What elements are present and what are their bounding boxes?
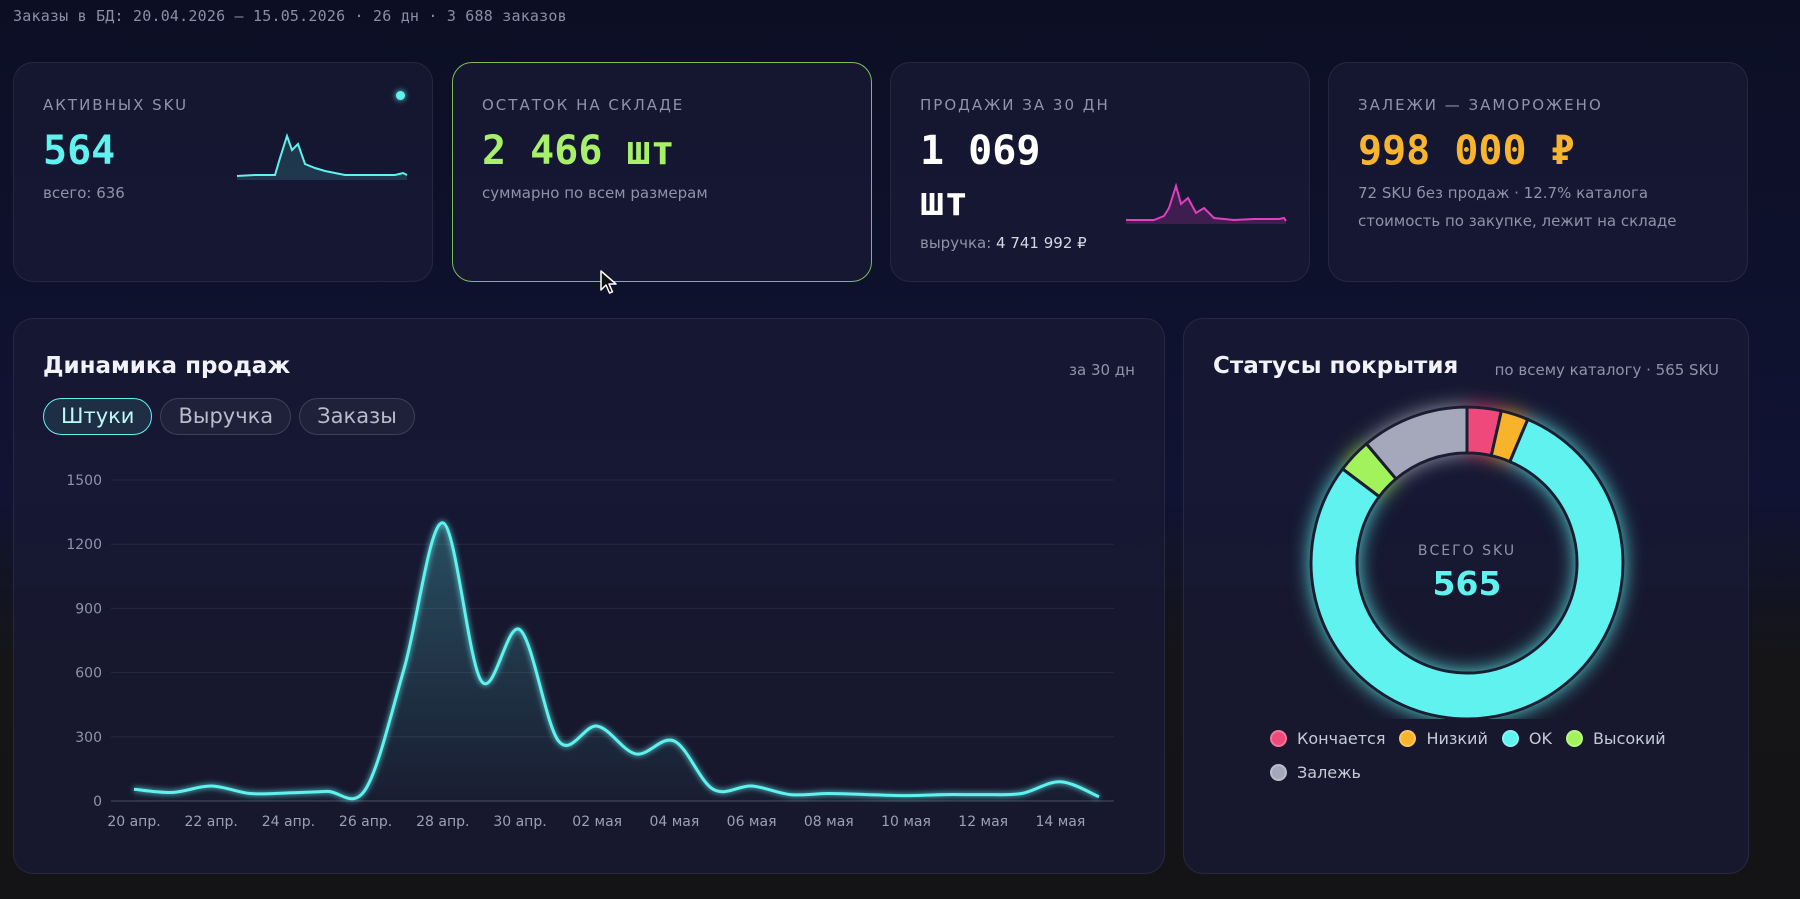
- legend-label: OK: [1528, 729, 1552, 748]
- panel-title: Статусы покрытия: [1213, 353, 1459, 379]
- legend-label: Кончается: [1297, 729, 1386, 748]
- x-tick-label: 02 мая: [572, 814, 622, 830]
- donut-center-label: ВСЕГО SKU: [1418, 543, 1516, 559]
- legend-item[interactable]: Низкий: [1399, 729, 1488, 748]
- kpi-sub: всего: 636: [43, 184, 125, 202]
- kpi-value-number: 1 069: [920, 128, 1041, 174]
- donut-segment-OK[interactable]: [1309, 417, 1625, 719]
- y-tick-label: 1200: [66, 537, 102, 553]
- x-tick-label: 08 мая: [804, 814, 854, 830]
- kpi-value-unit: шт: [920, 179, 969, 225]
- legend-label: Высокий: [1592, 729, 1666, 748]
- legend-swatch: [1270, 764, 1287, 781]
- x-tick-label: 06 мая: [727, 814, 777, 830]
- tab-orders[interactable]: Заказы: [299, 398, 415, 435]
- coverage-donut-chart: ВСЕГО SKU 565: [1309, 405, 1625, 719]
- revenue-value: 4 741 992 ₽: [996, 234, 1087, 252]
- kpi-sub-line2: стоимость по закупке, лежит на складе: [1358, 212, 1677, 230]
- x-tick-label: 12 мая: [958, 814, 1008, 830]
- legend-label: Низкий: [1426, 729, 1488, 748]
- kpi-card-stock[interactable]: ОСТАТОК НА СКЛАДЕ 2 466 шт суммарно по в…: [452, 62, 872, 282]
- y-tick-label: 1500: [66, 473, 102, 489]
- sales-chart: 1500 1200 900 600 300 0 20 апр. 22 апр. 24 апр.…: [66, 473, 1114, 830]
- donut-segment-Залежь[interactable]: [1364, 405, 1469, 482]
- coverage-legend: Кончается Низкий OK Высокий Залежь: [1270, 729, 1730, 782]
- x-tick-label: 04 мая: [649, 814, 699, 830]
- tab-units[interactable]: Штуки: [43, 398, 153, 435]
- x-tick-label: 24 апр.: [262, 814, 315, 830]
- panel-meta: за 30 дн: [1069, 361, 1135, 379]
- sparkline-sales: [1126, 182, 1287, 224]
- x-tick-label: 26 апр.: [339, 814, 392, 830]
- legend-swatch: [1270, 730, 1287, 747]
- legend-swatch: [1565, 730, 1583, 747]
- y-tick-label: 900: [75, 601, 102, 617]
- kpi-value: 564: [43, 128, 116, 174]
- kpi-card-active-sku[interactable]: АКТИВНЫХ SKU 564 всего: 636: [13, 62, 433, 282]
- x-tick-label: 28 апр.: [416, 814, 469, 830]
- legend-item[interactable]: Высокий: [1565, 729, 1666, 748]
- live-indicator-icon: [396, 91, 405, 100]
- y-tick-label: 0: [93, 794, 102, 810]
- header-meta: Заказы в БД: 20.04.2026 — 15.05.2026 · 2…: [13, 7, 567, 25]
- legend-item[interactable]: OK: [1501, 729, 1552, 748]
- legend-swatch: [1399, 730, 1417, 747]
- kpi-label: ОСТАТОК НА СКЛАДЕ: [482, 96, 685, 114]
- panel-meta: по всему каталогу · 565 SKU: [1494, 361, 1719, 379]
- x-tick-label: 22 апр.: [185, 814, 238, 830]
- kpi-value: 2 466 шт: [482, 128, 675, 174]
- x-tick-label: 10 мая: [881, 814, 931, 830]
- donut-center-value: 565: [1433, 564, 1502, 603]
- tab-revenue[interactable]: Выручка: [160, 398, 292, 435]
- coverage-panel: Статусы покрытия по всему каталогу · 565…: [1183, 318, 1749, 874]
- y-tick-label: 300: [75, 730, 102, 746]
- y-tick-label: 600: [75, 666, 102, 682]
- kpi-label: ЗАЛЕЖИ — ЗАМОРОЖЕНО: [1358, 96, 1603, 114]
- kpi-value: 998 000 ₽: [1358, 128, 1575, 174]
- kpi-sub: суммарно по всем размерам: [482, 184, 708, 202]
- mouse-cursor-icon: [600, 270, 617, 294]
- kpi-label: ПРОДАЖИ ЗА 30 ДН: [920, 96, 1110, 114]
- kpi-sub: выручка: 4 741 992 ₽: [920, 234, 1087, 252]
- x-tick-label: 20 апр.: [107, 814, 160, 830]
- x-tick-label: 30 апр.: [493, 814, 546, 830]
- x-tick-label: 14 мая: [1035, 814, 1085, 830]
- kpi-card-frozen[interactable]: ЗАЛЕЖИ — ЗАМОРОЖЕНО 998 000 ₽ 72 SKU без…: [1328, 62, 1748, 282]
- kpi-sub-line1: 72 SKU без продаж · 12.7% каталога: [1358, 184, 1649, 202]
- sales-dynamics-panel: Динамика продаж за 30 дн Штуки Выручка З…: [13, 318, 1165, 874]
- sales-line: [133, 521, 1100, 801]
- metric-tabs: Штуки Выручка Заказы: [43, 398, 415, 435]
- legend-item[interactable]: Залежь: [1270, 763, 1361, 782]
- legend-item[interactable]: Кончается: [1270, 729, 1385, 748]
- legend-swatch: [1501, 730, 1519, 747]
- kpi-card-sales[interactable]: ПРОДАЖИ ЗА 30 ДН 1 069 шт выручка: 4 741…: [890, 62, 1310, 282]
- sales-area: [134, 522, 1099, 801]
- revenue-label: выручка:: [920, 234, 992, 252]
- panel-title: Динамика продаж: [43, 353, 291, 379]
- legend-label: Залежь: [1297, 763, 1361, 782]
- sparkline-active-sku: [236, 132, 408, 180]
- kpi-label: АКТИВНЫХ SKU: [43, 96, 189, 114]
